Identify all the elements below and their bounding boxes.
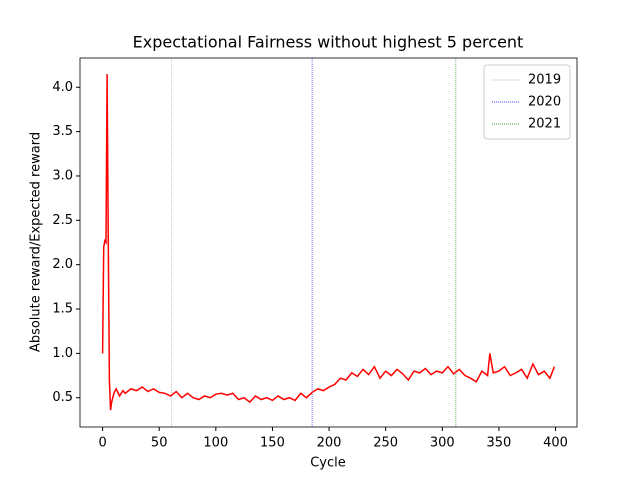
x-tick-label: 0 xyxy=(98,436,106,451)
y-tick-label: 1.0 xyxy=(52,346,73,361)
plot-frame xyxy=(79,57,578,428)
x-tick-label: 150 xyxy=(260,436,285,451)
x-tick-label: 350 xyxy=(487,436,512,451)
legend-box xyxy=(483,64,571,140)
y-tick-label: 4.0 xyxy=(52,80,73,95)
data-line xyxy=(101,73,556,411)
legend-label: 2021 xyxy=(528,117,561,132)
x-tick-label: 250 xyxy=(373,436,398,451)
y-tick-label: 2.0 xyxy=(52,257,73,272)
x-axis-label: Cycle xyxy=(310,456,346,471)
x-tick-label: 50 xyxy=(151,436,168,451)
y-tick-label: 3.0 xyxy=(52,168,73,183)
x-tick-label: 100 xyxy=(203,436,228,451)
y-tick-label: 2.5 xyxy=(52,213,73,228)
y-tick-label: 3.5 xyxy=(52,124,73,139)
y-tick-label: 0.5 xyxy=(52,390,73,405)
chart-title: Expectational Fairness without highest 5… xyxy=(133,33,524,52)
x-tick-label: 200 xyxy=(317,436,342,451)
x-tick-label: 300 xyxy=(430,436,455,451)
y-axis-label: Absolute reward/Expected reward xyxy=(29,132,44,352)
legend-label: 2020 xyxy=(528,95,561,110)
x-tick-label: 400 xyxy=(543,436,568,451)
y-tick-label: 1.5 xyxy=(52,302,73,317)
legend-label: 2019 xyxy=(528,73,561,88)
